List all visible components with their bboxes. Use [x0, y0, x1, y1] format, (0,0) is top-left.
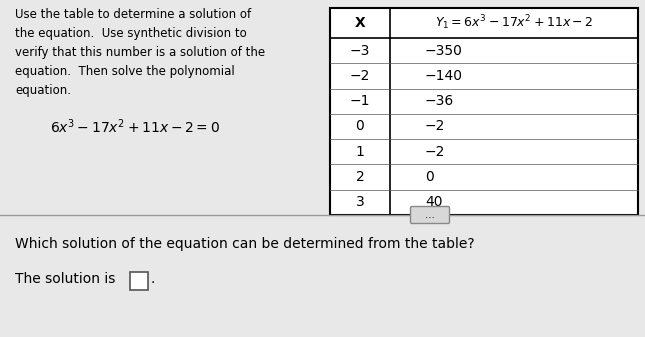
- Text: −36: −36: [425, 94, 454, 108]
- Text: equation.  Then solve the polynomial: equation. Then solve the polynomial: [15, 65, 235, 78]
- Text: −2: −2: [350, 69, 370, 83]
- Text: 0: 0: [355, 120, 364, 133]
- Text: 3: 3: [355, 195, 364, 209]
- Text: equation.: equation.: [15, 84, 71, 97]
- Text: −3: −3: [350, 44, 370, 58]
- Text: −140: −140: [425, 69, 463, 83]
- Bar: [330, 8, 638, 215]
- Bar: [130, 272, 148, 290]
- Text: …: …: [425, 210, 435, 220]
- Text: 1: 1: [355, 145, 364, 159]
- Text: $6x^3-17x^2+11x-2=0$: $6x^3-17x^2+11x-2=0$: [50, 117, 220, 135]
- Text: −1: −1: [350, 94, 370, 108]
- Text: the equation.  Use synthetic division to: the equation. Use synthetic division to: [15, 27, 247, 40]
- Text: Which solution of the equation can be determined from the table?: Which solution of the equation can be de…: [15, 237, 475, 251]
- Text: verify that this number is a solution of the: verify that this number is a solution of…: [15, 46, 265, 59]
- Text: −350: −350: [425, 44, 463, 58]
- Bar: [330, 8, 638, 215]
- Text: The solution is: The solution is: [15, 272, 115, 286]
- Text: 2: 2: [355, 170, 364, 184]
- Text: −2: −2: [425, 120, 446, 133]
- Text: −2: −2: [425, 145, 446, 159]
- Text: X: X: [355, 16, 365, 30]
- Text: 0: 0: [425, 170, 433, 184]
- Text: $Y_1=6x^3-17x^2+11x-2$: $Y_1=6x^3-17x^2+11x-2$: [435, 14, 593, 32]
- Text: .: .: [150, 272, 154, 286]
- Text: 40: 40: [425, 195, 442, 209]
- Text: Use the table to determine a solution of: Use the table to determine a solution of: [15, 8, 251, 21]
- FancyBboxPatch shape: [410, 207, 450, 223]
